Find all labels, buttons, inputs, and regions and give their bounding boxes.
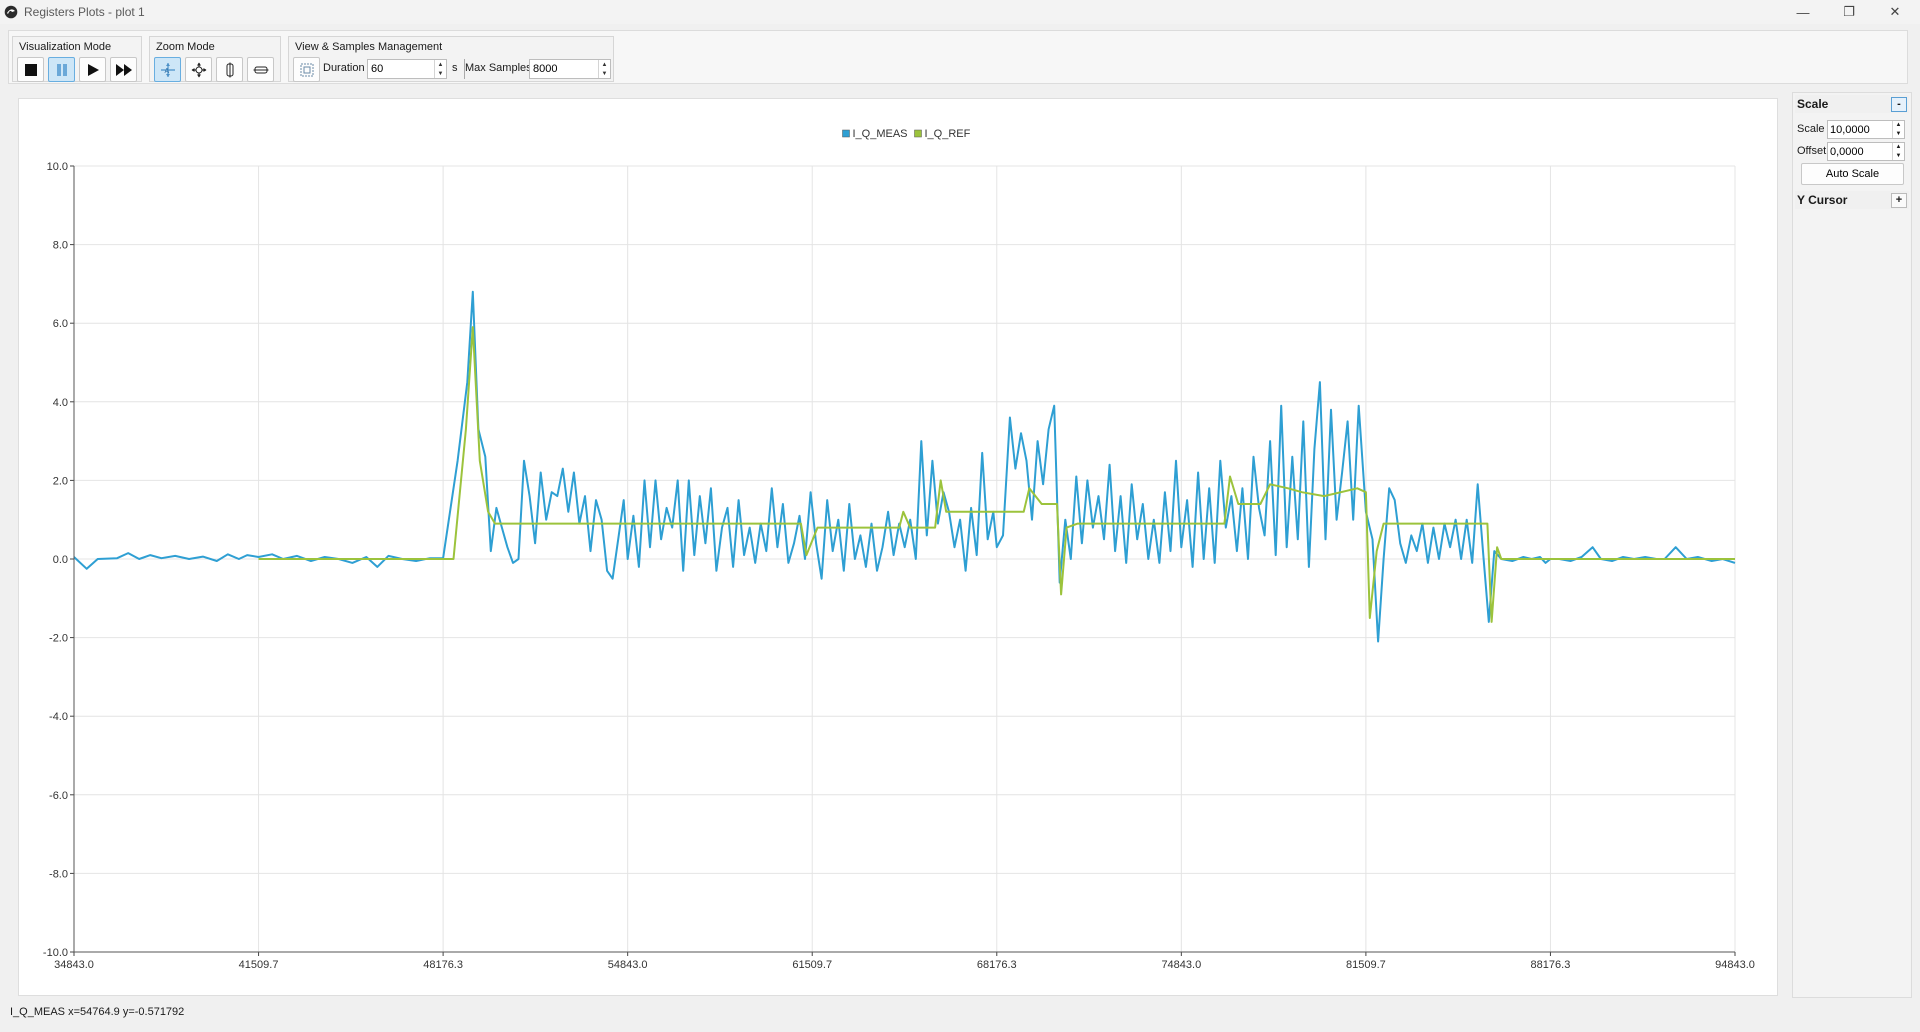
y-tick-label: 8.0	[53, 240, 68, 252]
y-cursor-header-label: Y Cursor	[1797, 193, 1848, 207]
scale-section-header: Scale -	[1795, 95, 1909, 113]
zoom-auto-button[interactable]: A	[154, 57, 181, 82]
stop-button[interactable]	[17, 57, 44, 82]
zoom-mode-group: Zoom Mode A	[149, 36, 281, 82]
play-icon	[87, 63, 99, 76]
duration-spinbox[interactable]: ▲▼	[367, 59, 447, 79]
zoom-xy-icon	[191, 62, 206, 77]
y-tick-label: 0.0	[53, 554, 68, 566]
duration-input[interactable]	[368, 60, 446, 78]
duration-unit: s	[452, 62, 458, 74]
y-tick-label: -2.0	[49, 633, 68, 645]
visualization-mode-group: Visualization Mode	[12, 36, 142, 82]
x-tick-label: 41509.7	[239, 959, 279, 971]
zoom-vertical-icon	[226, 62, 233, 77]
x-tick-label: 34843.0	[54, 959, 94, 971]
restore-button[interactable]: ❐	[1843, 4, 1855, 19]
y-cursor-section-header: Y Cursor +	[1795, 191, 1909, 209]
scale-collapse-button[interactable]: -	[1891, 97, 1907, 112]
view-samples-group: View & Samples Management Duration ▲▼ s …	[288, 36, 614, 82]
x-tick-label: 68176.3	[977, 959, 1017, 971]
fast-forward-button[interactable]	[110, 57, 137, 82]
visualization-mode-label: Visualization Mode	[19, 41, 112, 53]
zoom-horizontal-button[interactable]	[247, 57, 274, 82]
status-bar-text: I_Q_MEAS x=54764.9 y=-0.571792	[10, 1006, 185, 1018]
offset-spin-arrows-icon[interactable]: ▲ ▼	[1892, 143, 1904, 160]
max-samples-spinbox[interactable]: ▲▼	[529, 59, 611, 79]
legend-swatch-i-q-meas	[842, 129, 850, 138]
scale-label: Scale	[1797, 123, 1825, 135]
offset-input[interactable]	[1828, 143, 1890, 160]
y-tick-label: -8.0	[49, 868, 68, 880]
scale-header-label: Scale	[1797, 97, 1829, 111]
x-tick-label: 61509.7	[792, 959, 832, 971]
sidebar-panel: Scale - Scale ▲▼ Offset ▲▼ Auto Scale Y …	[1792, 92, 1912, 998]
svg-text:A: A	[164, 68, 169, 75]
title-bar: Registers Plots - plot 1	[0, 0, 1920, 24]
duration-label: Duration	[323, 62, 365, 74]
legend-label-i-q-meas: I_Q_MEAS	[853, 128, 908, 140]
line-chart[interactable]: 10.0 8.0 6.0 4.0 2.0 0.0 -2.0 -4.0 -6.0 -8.0 -10.0…	[19, 99, 1779, 997]
series-line-i-q-meas	[73, 290, 1736, 643]
y-tick-label: -10.0	[43, 947, 68, 959]
play-button[interactable]	[79, 57, 106, 82]
offset-spinbox[interactable]: ▲▼	[1827, 142, 1905, 161]
scale-input[interactable]	[1828, 121, 1890, 138]
max-samples-label: Max Samples	[465, 62, 532, 74]
y-tick-label: 4.0	[53, 397, 68, 409]
x-tick-label: 88176.3	[1531, 959, 1571, 971]
y-tick-label: 10.0	[47, 161, 68, 173]
zoom-vertical-button[interactable]	[216, 57, 243, 82]
x-tick-label: 94843.0	[1715, 959, 1755, 971]
legend-label-i-q-ref: I_Q_REF	[925, 128, 971, 140]
y-tick-label: -4.0	[49, 711, 68, 723]
y-cursor-expand-button[interactable]: +	[1891, 193, 1907, 208]
auto-scale-button[interactable]: Auto Scale	[1801, 163, 1904, 185]
zoom-horizontal-icon	[253, 66, 268, 73]
zoom-auto-icon: A	[160, 62, 175, 77]
window-title: Registers Plots - plot 1	[24, 5, 145, 19]
pause-button[interactable]	[48, 57, 75, 82]
fit-view-button[interactable]	[293, 57, 320, 82]
offset-label: Offset	[1797, 145, 1827, 157]
y-tick-label: 6.0	[53, 318, 68, 330]
zoom-mode-label: Zoom Mode	[156, 41, 215, 53]
x-tick-label: 74843.0	[1161, 959, 1201, 971]
max-samples-spin-arrows-icon[interactable]: ▲ ▼	[598, 60, 610, 78]
x-tick-label: 54843.0	[608, 959, 648, 971]
view-samples-label: View & Samples Management	[295, 41, 443, 53]
separator	[464, 59, 465, 79]
series-line-i-q-ref	[258, 326, 1735, 623]
zoom-xy-button[interactable]	[185, 57, 212, 82]
duration-spin-arrows-icon[interactable]: ▲ ▼	[434, 60, 446, 78]
max-samples-input[interactable]	[530, 60, 610, 78]
legend-swatch-i-q-ref	[914, 129, 922, 138]
minimize-button[interactable]: —	[1796, 4, 1810, 20]
close-button[interactable]: ✕	[1889, 4, 1901, 19]
fit-view-icon	[300, 63, 313, 76]
x-tick-label: 48176.3	[423, 959, 463, 971]
pause-icon	[56, 63, 67, 76]
y-tick-label: 2.0	[53, 475, 68, 487]
y-tick-label: -6.0	[49, 790, 68, 802]
x-tick-label: 81509.7	[1346, 959, 1386, 971]
app-logo-icon	[4, 5, 18, 19]
scale-spin-arrows-icon[interactable]: ▲ ▼	[1892, 121, 1904, 138]
stop-icon	[24, 63, 37, 76]
scale-spinbox[interactable]: ▲▼	[1827, 120, 1905, 139]
plot-area[interactable]: 10.0 8.0 6.0 4.0 2.0 0.0 -2.0 -4.0 -6.0 -8.0 -10.0…	[18, 98, 1778, 996]
fast-forward-icon	[115, 63, 132, 76]
